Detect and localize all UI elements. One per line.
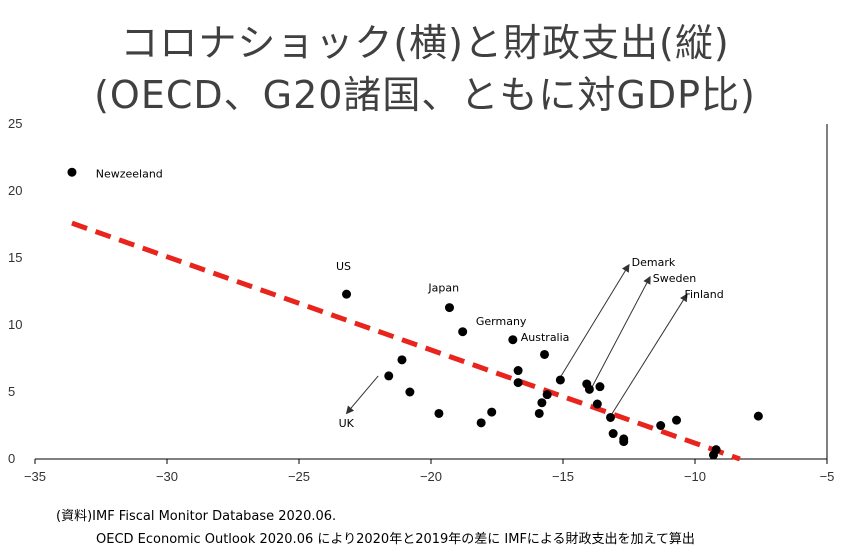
data-point — [555, 375, 565, 385]
axes: −35 −30 −25 −20 −15 −10 −5 0 5 10 15 20 25 — [8, 116, 834, 484]
data-point — [342, 289, 352, 299]
data-point — [542, 390, 552, 400]
y-tick-label: 25 — [8, 116, 22, 131]
y-tick-label: 0 — [8, 451, 15, 466]
data-point — [444, 303, 454, 313]
x-tick-label: −25 — [288, 469, 310, 484]
point-label: Germany — [476, 315, 527, 328]
point-label: Japan — [427, 282, 459, 295]
chart-subtitle: (OECD、G20諸国、ともに対GDP比) — [94, 73, 756, 117]
data-point — [540, 349, 550, 359]
data-point — [606, 412, 616, 422]
annotation-arrows — [345, 263, 688, 417]
annotation-arrow — [610, 293, 688, 417]
data-point — [397, 355, 407, 365]
y-tick-label: 10 — [8, 317, 22, 332]
point-label: Australia — [521, 331, 570, 344]
data-point — [434, 408, 444, 418]
point-label: Finland — [684, 288, 723, 301]
data-point — [753, 411, 763, 421]
data-point — [534, 408, 544, 418]
y-tick-label: 5 — [8, 384, 15, 399]
annotation-arrow — [559, 263, 630, 378]
annotation-arrow — [588, 275, 651, 393]
data-point — [508, 335, 518, 345]
point-labels: Newzeeland US Japan Germany Australia UK Demar… — [96, 168, 724, 430]
data-point — [67, 167, 77, 177]
x-tick-label: −5 — [820, 469, 835, 484]
data-points — [67, 167, 763, 460]
point-label: Demark — [632, 256, 676, 269]
trendline-segment — [71, 220, 741, 462]
trendline — [71, 220, 741, 462]
data-point — [592, 399, 602, 409]
data-point — [384, 371, 394, 381]
point-label: UK — [339, 417, 355, 430]
y-tick-label: 15 — [8, 250, 22, 265]
x-tick-label: −20 — [420, 469, 442, 484]
data-point — [708, 450, 718, 460]
data-point — [608, 429, 618, 439]
source-line-1: (資料)IMF Fiscal Monitor Database 2020.06. — [56, 509, 337, 524]
data-point — [476, 418, 486, 428]
point-label: Newzeeland — [96, 168, 163, 181]
x-tick-label: −15 — [552, 469, 574, 484]
data-point — [537, 398, 547, 408]
data-point — [595, 382, 605, 392]
x-tick-label: −30 — [156, 469, 178, 484]
data-point — [458, 327, 468, 337]
data-point — [513, 366, 523, 376]
data-point — [672, 415, 682, 425]
point-label: Sweden — [653, 272, 696, 285]
x-tick-label: −35 — [24, 469, 46, 484]
data-point — [584, 384, 594, 394]
source-line-2: OECD Economic Outlook 2020.06 により2020年と2… — [96, 532, 695, 547]
data-point — [656, 421, 666, 430]
data-point — [619, 437, 629, 447]
chart-title: コロナショック(横)と財政支出(縦) — [120, 21, 730, 65]
y-tick-label: 20 — [8, 183, 22, 198]
point-label: US — [336, 260, 351, 273]
data-point — [487, 407, 497, 417]
x-tick-label: −10 — [684, 469, 706, 484]
data-point — [513, 378, 523, 388]
data-point — [405, 387, 415, 397]
annotation-arrow — [345, 375, 379, 415]
